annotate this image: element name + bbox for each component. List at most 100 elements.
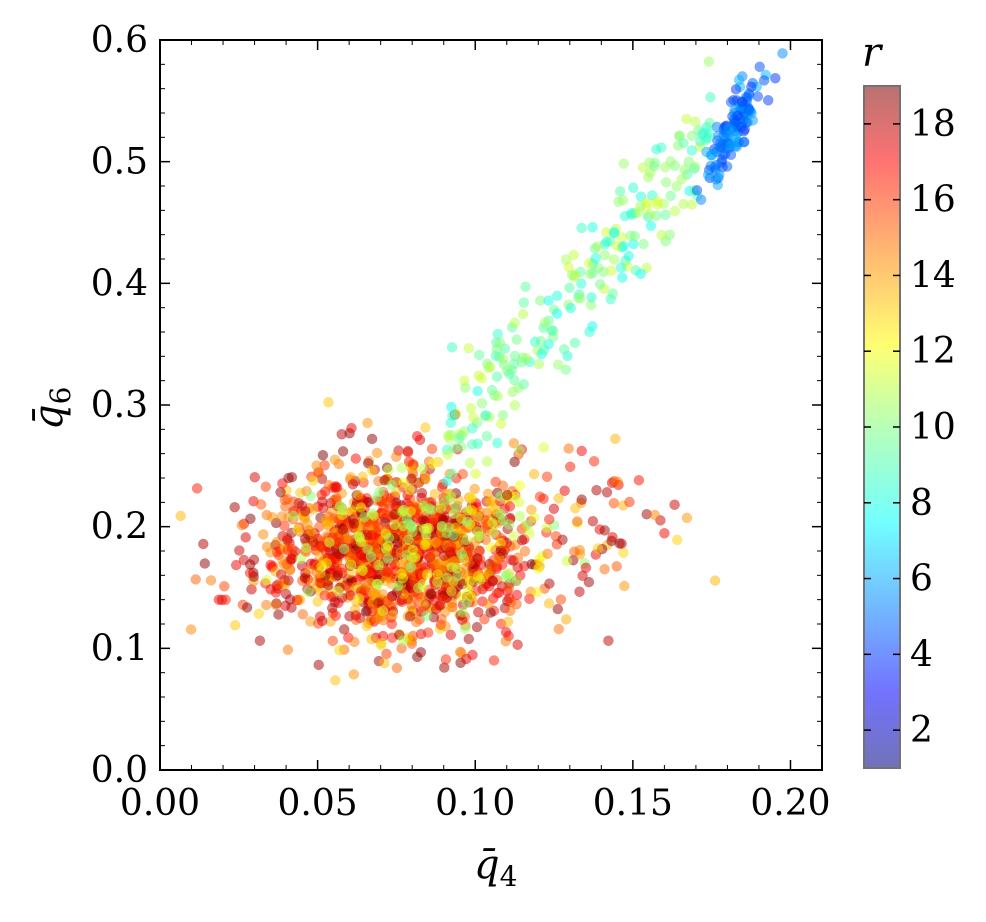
scatter-point (754, 61, 765, 73)
scatter-point (466, 504, 477, 516)
scatter-point (443, 522, 455, 533)
scatter-point (564, 461, 576, 473)
scatter-point (533, 563, 544, 575)
scatter-point (590, 252, 601, 264)
scatter-point (533, 554, 545, 565)
scatter-point (425, 551, 436, 563)
scatter-point (660, 209, 671, 220)
scatter-point (584, 268, 596, 280)
scatter-point (732, 110, 743, 121)
scatter-point (466, 439, 478, 450)
scatter-point (278, 559, 289, 570)
scatter-point (427, 458, 439, 470)
scatter-point (417, 578, 429, 590)
scatter-point (669, 499, 680, 510)
scatter-point (491, 588, 503, 599)
scatter-point (402, 447, 414, 458)
scatter-point (671, 534, 683, 546)
scatter-point (441, 476, 452, 487)
scatter-point (689, 116, 701, 128)
scatter-point (514, 480, 526, 492)
scatter-point (368, 510, 379, 521)
scatter-point (417, 463, 428, 474)
scatter-point (703, 56, 715, 67)
scatter-point (576, 445, 587, 457)
scatter-point (520, 281, 531, 292)
scatter-point (559, 485, 570, 496)
scatter-point (429, 488, 441, 500)
scatter-point (361, 620, 372, 632)
scatter-point (576, 222, 587, 234)
colorbar-tick-label: 16 (910, 180, 956, 221)
scatter-point (509, 400, 521, 411)
scatter-point (446, 342, 458, 353)
scatter-point (538, 442, 549, 453)
scatter-point (483, 598, 494, 610)
scatter-point (255, 499, 267, 510)
scatter-point (343, 533, 354, 544)
scatter-point (514, 445, 525, 456)
scatter-point (419, 539, 431, 551)
scatter-point (553, 493, 564, 504)
scatter-point (514, 510, 526, 522)
scatter-point (501, 489, 513, 501)
scatter-point (618, 241, 629, 252)
scatter-point (456, 513, 467, 525)
scatter-point (347, 479, 359, 490)
scatter-point (488, 655, 500, 666)
scatter-point (312, 596, 323, 607)
scatter-point (689, 161, 701, 173)
scatter-point (709, 575, 721, 586)
scatter-point (253, 608, 265, 619)
scatter-point (311, 460, 322, 471)
scatter-point (292, 524, 303, 535)
scatter-point (505, 605, 516, 617)
scatter-point (575, 292, 586, 304)
scatter-point (421, 610, 432, 622)
scatter-point (518, 297, 530, 308)
colorbar-tick-label: 8 (910, 483, 933, 524)
scatter-point (532, 586, 543, 598)
scatter-point (541, 471, 553, 482)
scatter-point (643, 171, 654, 183)
scatter-point (483, 362, 494, 374)
scatter-point (191, 483, 203, 494)
scatter-point (551, 308, 563, 319)
scatter-point (504, 368, 515, 379)
scatter-point (507, 386, 518, 398)
scatter-point (516, 534, 528, 546)
scatter-point (503, 593, 515, 604)
scatter-point (423, 523, 434, 534)
scatter-point (644, 209, 655, 220)
scatter-point (432, 569, 443, 580)
scatter-point (565, 302, 576, 314)
scatter-point (331, 482, 343, 493)
scatter-point (480, 409, 492, 421)
scatter-point (430, 537, 442, 548)
scatter-point (282, 544, 294, 556)
scatter-point (481, 430, 493, 442)
scatter-point (543, 598, 555, 609)
scatter-point (423, 503, 435, 514)
scatter-point (472, 511, 483, 523)
scatter-point (691, 185, 703, 196)
scatter-point (587, 321, 598, 332)
scatter-point (236, 519, 248, 531)
scatter-point (338, 624, 350, 635)
scatter-point (633, 206, 644, 218)
scatter-point (334, 644, 345, 656)
scatter-point (512, 639, 523, 650)
scatter-point (555, 594, 567, 605)
scatter-point (384, 503, 395, 514)
scatter-point (501, 572, 512, 583)
scatter-point (366, 465, 378, 476)
scatter-point (426, 443, 438, 455)
scatter-point (295, 553, 306, 565)
scatter-point (629, 230, 641, 242)
scatter-point (465, 402, 477, 414)
scatter-point (382, 553, 394, 564)
scatter-point (422, 627, 434, 638)
scatter-point (469, 483, 480, 495)
scatter-point (468, 412, 479, 423)
scatter-point (611, 561, 622, 572)
